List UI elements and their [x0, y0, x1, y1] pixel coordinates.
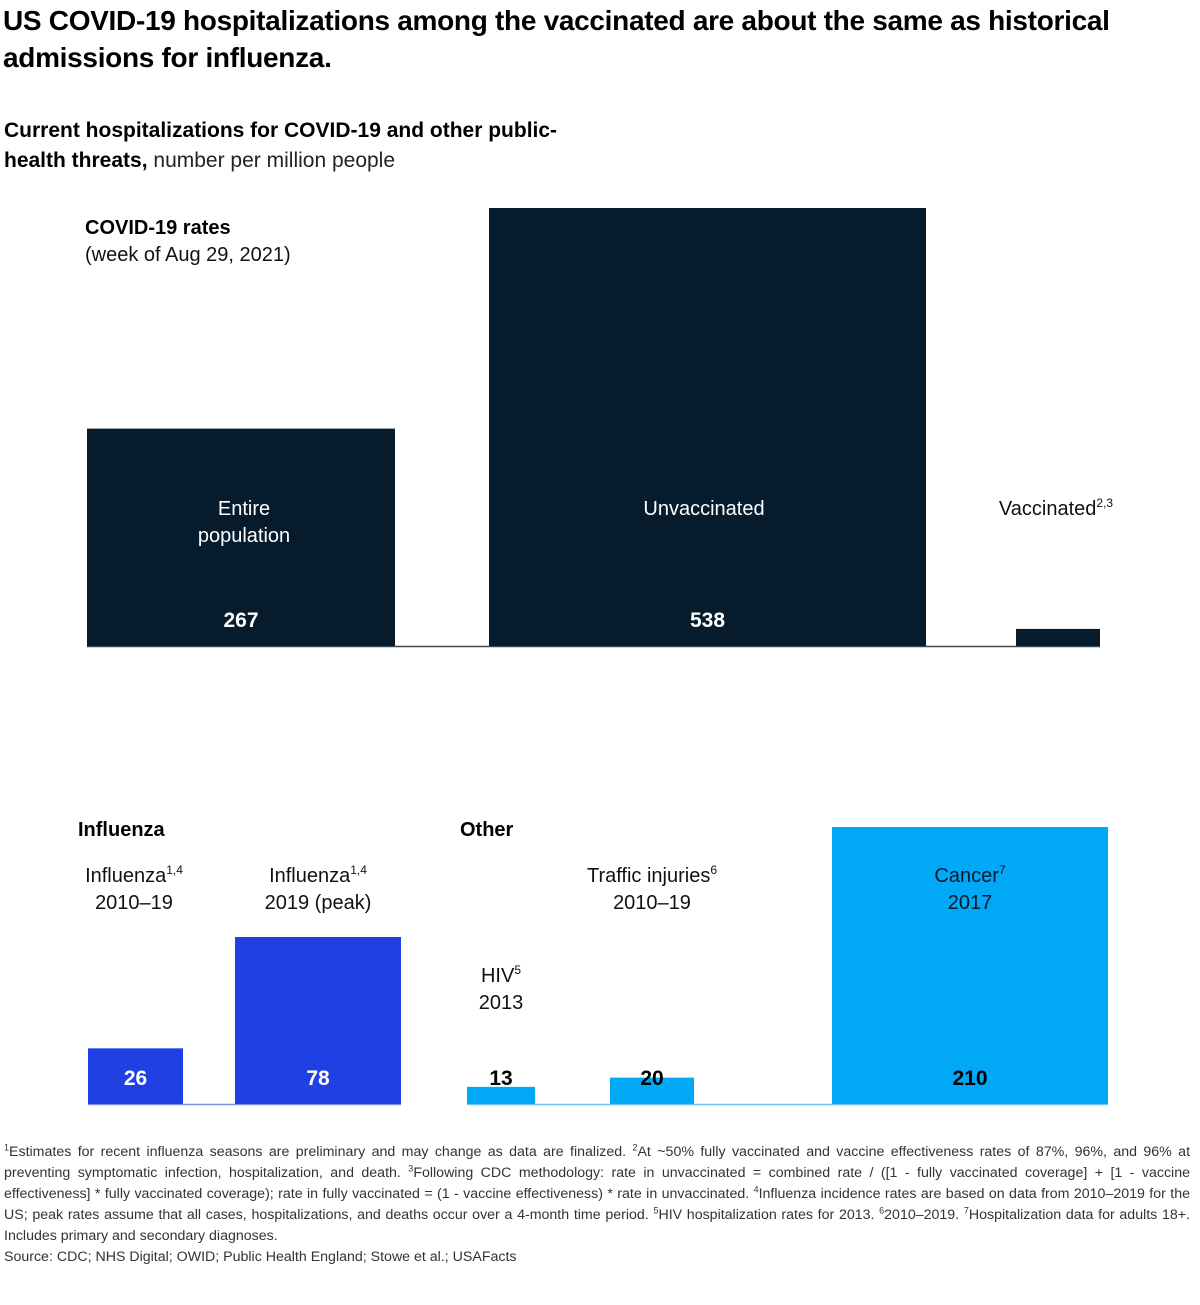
footnote-item: Hospitalization data for adults 18+. Inc…: [4, 1207, 1190, 1244]
bar-influenza-2010-19: [88, 1048, 183, 1104]
bar-unvaccinated: [489, 208, 926, 646]
bar-chart: COVID-19 rates(week of Aug 29, 2021)267E…: [78, 208, 1113, 1106]
value-label-cancer-2017: 210: [952, 1067, 987, 1090]
subtitle-unit: number per million people: [153, 149, 396, 172]
footnote-item: Influenza incidence rates are based on d…: [4, 1186, 1190, 1223]
footnote-marker: 4: [753, 1184, 759, 1195]
footnote-marker: 2: [632, 1142, 638, 1153]
other-section-title: Other: [460, 819, 514, 841]
covid-section-title: COVID-19 rates: [85, 217, 231, 239]
footnote-superscript: 1,4: [166, 863, 183, 877]
bar-influenza-2019-peak: [235, 937, 401, 1104]
bar-cancer-2017: [832, 827, 1108, 1104]
category-label-traffic-injuries-2010-19: 2010–19: [613, 892, 691, 914]
footnote-item: Following CDC methodology: rate in unvac…: [4, 1165, 1190, 1202]
footnotes: 1Estimates for recent influenza seasons …: [4, 1142, 1190, 1268]
category-label-cancer-2017: 2017: [948, 892, 993, 914]
chart-title: US COVID-19 hospitalizations among the v…: [3, 5, 1110, 73]
footnote-item: HIV hospitalization rates for 2013.: [658, 1207, 880, 1223]
source-line: Source: CDC; NHS Digital; OWID; Public H…: [4, 1249, 517, 1265]
bar-traffic-injuries-2010-19: [610, 1077, 694, 1104]
footnote-superscript: 6: [710, 863, 717, 877]
chart-subtitle: Current hospitalizations for COVID-19 an…: [4, 116, 604, 176]
covid-section-subtitle: (week of Aug 29, 2021): [85, 244, 291, 266]
footnote-marker: 3: [408, 1163, 414, 1174]
footnote-marker: 6: [879, 1205, 885, 1216]
category-label-vaccinated: Vaccinated2,3: [999, 496, 1113, 520]
footnote-item: Estimates for recent influenza seasons a…: [9, 1144, 633, 1160]
footnote-superscript: 5: [514, 963, 521, 977]
category-label-influenza-2019-peak: Influenza1,4: [269, 863, 367, 887]
value-label-influenza-2010-19: 26: [124, 1067, 147, 1090]
category-label-entire-population: population: [198, 525, 290, 547]
value-label-vaccinated: 21: [1046, 609, 1070, 632]
category-label-influenza-2019-peak: 2019 (peak): [265, 892, 372, 914]
value-label-influenza-2019-peak: 78: [306, 1067, 330, 1090]
footnote-superscript: 2,3: [1096, 496, 1113, 510]
footnote-marker: 7: [963, 1205, 969, 1216]
category-label-influenza-2010-19: 2010–19: [95, 892, 173, 914]
value-label-entire-population: 267: [223, 609, 258, 632]
footnote-item: At ~50% fully vaccinated and vaccine eff…: [4, 1144, 1191, 1181]
footnote-superscript: 1,4: [350, 863, 367, 877]
category-label-traffic-injuries-2010-19: Traffic injuries6: [587, 863, 717, 887]
footnote-item: 2010–2019.: [884, 1207, 964, 1223]
bar-hiv-2013: [467, 1086, 535, 1104]
category-label-influenza-2010-19: Influenza1,4: [85, 863, 183, 887]
bar-vaccinated: [1016, 628, 1100, 646]
category-label-cancer-2017: Cancer7: [934, 863, 1005, 887]
subtitle-bold: Current hospitalizations for COVID-19 an…: [4, 119, 558, 172]
footnote-marker: 5: [653, 1205, 659, 1216]
value-label-hiv-2013: 13: [489, 1067, 512, 1090]
category-label-unvaccinated: Unvaccinated: [643, 498, 764, 520]
category-label-entire-population: Entire: [218, 498, 270, 520]
value-label-traffic-injuries-2010-19: 20: [640, 1067, 663, 1090]
category-label-hiv-2013: HIV5: [481, 963, 521, 987]
value-label-unvaccinated: 538: [690, 609, 725, 632]
footnote-text: 1Estimates for recent influenza seasons …: [4, 1142, 1191, 1244]
influenza-section-title: Influenza: [78, 819, 166, 841]
footnote-superscript: 7: [999, 863, 1006, 877]
footnote-marker: 1: [4, 1142, 10, 1153]
category-label-hiv-2013: 2013: [479, 992, 524, 1014]
bar-entire-population: [87, 428, 395, 646]
